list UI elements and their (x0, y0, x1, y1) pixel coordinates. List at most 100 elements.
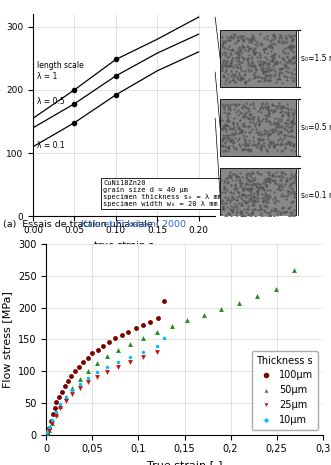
Point (275, 137, 280, 144)
Point (238, 202, 243, 209)
Point (228, 206, 233, 214)
Point (287, 213, 292, 220)
Point (227, 37, 232, 44)
Point (249, 37, 255, 44)
Point (219, 66, 225, 74)
Point (280, 55, 285, 63)
Point (234, 177, 239, 184)
Point (247, 38, 252, 46)
Point (249, 181, 254, 189)
Point (80, 359, 86, 366)
Point (290, 185, 295, 193)
Point (50, 411, 55, 418)
Point (264, 174, 270, 182)
Point (244, 186, 249, 193)
Point (229, 58, 234, 65)
Point (231, 145, 236, 152)
Point (261, 48, 266, 55)
Point (219, 176, 224, 183)
Point (54, 399, 59, 406)
Point (273, 60, 278, 67)
Point (265, 193, 270, 201)
Point (286, 59, 291, 66)
Point (234, 206, 240, 213)
Point (272, 40, 278, 48)
Point (283, 209, 288, 216)
Point (266, 136, 271, 143)
Point (276, 72, 281, 79)
Point (85, 379, 90, 386)
Point (279, 169, 284, 176)
Point (248, 147, 253, 154)
Point (219, 66, 225, 74)
Point (229, 57, 235, 64)
Point (270, 55, 276, 63)
Point (249, 212, 254, 219)
Point (246, 122, 251, 130)
Point (226, 210, 231, 218)
Point (230, 204, 236, 211)
Point (233, 172, 239, 179)
Point (268, 130, 273, 138)
Point (220, 73, 225, 80)
Point (277, 69, 282, 77)
Point (233, 48, 239, 55)
Point (265, 42, 270, 50)
Point (244, 186, 250, 193)
Point (287, 174, 292, 182)
Point (257, 104, 262, 112)
Point (234, 33, 239, 41)
Point (247, 180, 252, 188)
Point (248, 61, 253, 69)
Text: s₀=0.1 mm: s₀=0.1 mm (301, 192, 331, 200)
Point (226, 210, 231, 218)
Point (262, 74, 267, 81)
Point (284, 116, 290, 123)
Point (279, 112, 284, 120)
Point (284, 34, 289, 41)
Point (273, 58, 278, 65)
Point (275, 115, 280, 123)
Point (228, 188, 233, 196)
Point (226, 36, 231, 44)
Point (221, 134, 226, 142)
Point (255, 292, 260, 300)
Point (49, 416, 55, 423)
Point (283, 67, 288, 75)
Point (271, 143, 277, 150)
Point (262, 180, 268, 188)
Point (259, 74, 264, 81)
Point (285, 177, 290, 185)
Point (262, 112, 268, 119)
Point (261, 196, 266, 204)
Point (219, 141, 224, 149)
Point (106, 338, 112, 345)
Point (264, 67, 270, 75)
Point (240, 122, 246, 129)
Point (283, 125, 288, 133)
Point (249, 66, 254, 73)
Point (266, 107, 271, 114)
Point (226, 115, 231, 122)
Point (234, 173, 239, 180)
Point (222, 194, 228, 201)
Point (244, 105, 250, 112)
Point (116, 346, 121, 353)
Point (46, 426, 52, 433)
Point (274, 123, 279, 131)
Point (256, 138, 261, 145)
Point (252, 206, 257, 213)
Point (239, 58, 245, 66)
Point (287, 57, 292, 65)
Point (268, 52, 273, 60)
Point (282, 62, 287, 70)
Point (250, 71, 255, 78)
Point (284, 176, 289, 184)
Point (288, 132, 294, 140)
Point (289, 122, 294, 130)
Point (280, 54, 285, 62)
Point (287, 43, 293, 51)
Point (241, 191, 246, 198)
Point (256, 184, 261, 191)
Point (228, 188, 233, 196)
